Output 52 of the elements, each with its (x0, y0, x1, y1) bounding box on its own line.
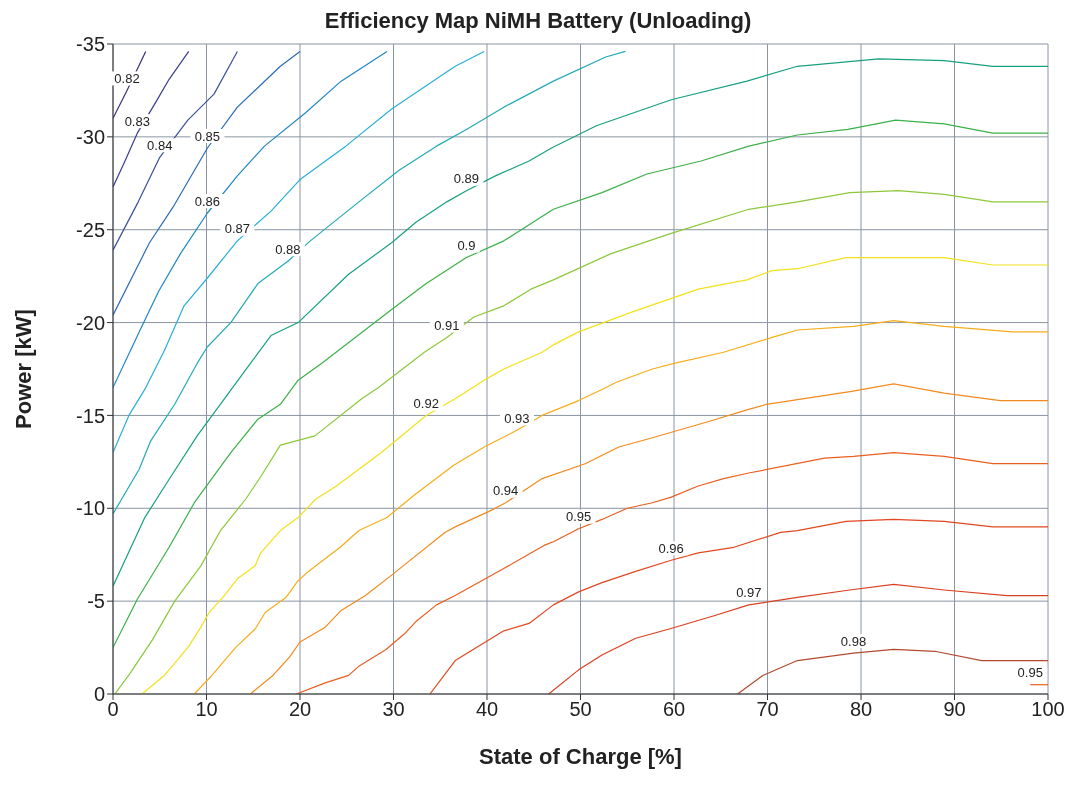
series-label: 0.87 (224, 221, 251, 237)
series-label: 0.95 (565, 509, 592, 525)
series-label: 0.98 (840, 633, 867, 649)
y-tick-label: -25 (76, 218, 105, 241)
series-label: 0.84 (147, 137, 173, 153)
x-tick-label: 10 (195, 698, 218, 721)
x-tick-label: 50 (569, 698, 592, 721)
x-tick-label: 100 (1031, 698, 1065, 721)
y-tick-label: -30 (76, 125, 105, 148)
series-label: 0.82 (114, 70, 140, 86)
line-series (548, 583, 1048, 694)
line-series (193, 320, 1048, 694)
x-tick-label: 60 (662, 698, 686, 721)
series-label: 0.88 (275, 241, 301, 257)
chart-title: Efficiency Map NiMH Battery (Unloading) (323, 8, 753, 34)
series-label: 0.95 (1017, 665, 1043, 681)
line-series (249, 383, 1048, 694)
series-label: 0.97 (736, 585, 762, 601)
y-tick-label: -35 (76, 33, 105, 56)
x-tick-label: 70 (756, 698, 779, 721)
series-label: 0.91 (434, 317, 460, 333)
x-tick-label: 40 (475, 698, 499, 721)
series-label: 0.94 (493, 483, 519, 499)
line-series (113, 119, 1048, 649)
y-axis-title: Power [kW] (10, 309, 36, 429)
series-label: 0.85 (194, 128, 221, 144)
x-tick-label: 90 (943, 698, 966, 721)
x-tick-label: 0 (107, 698, 119, 721)
y-tick-label: -10 (76, 497, 105, 520)
series-label: 0.89 (453, 171, 480, 187)
x-tick-label: 80 (849, 698, 873, 721)
line-series (113, 50, 388, 389)
y-tick-label: -5 (87, 590, 105, 613)
y-tick-label: 0 (93, 683, 105, 706)
y-tick-label: -20 (76, 311, 105, 334)
line-series (141, 256, 1048, 694)
x-tick-label: 30 (382, 698, 405, 721)
line-series (113, 50, 301, 316)
series-label: 0.83 (124, 113, 150, 129)
series-label: 0.86 (194, 193, 221, 209)
x-tick-label: 20 (288, 698, 312, 721)
series-label: 0.9 (457, 238, 476, 254)
line-series (113, 50, 190, 188)
line-series (736, 648, 1048, 694)
series-label: 0.92 (413, 395, 439, 411)
x-axis-title: State of Charge [%] (479, 744, 682, 769)
y-tick-label: -15 (76, 404, 105, 427)
line-series (113, 58, 1048, 587)
line-series (295, 451, 1048, 694)
series-label: 0.93 (504, 410, 530, 426)
series-label: 0.96 (658, 540, 684, 556)
line-series (113, 50, 485, 454)
